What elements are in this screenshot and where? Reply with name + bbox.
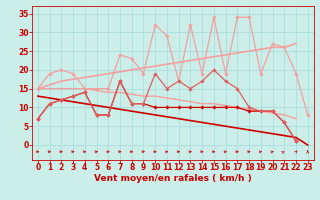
X-axis label: Vent moyen/en rafales ( km/h ): Vent moyen/en rafales ( km/h ) — [94, 174, 252, 183]
